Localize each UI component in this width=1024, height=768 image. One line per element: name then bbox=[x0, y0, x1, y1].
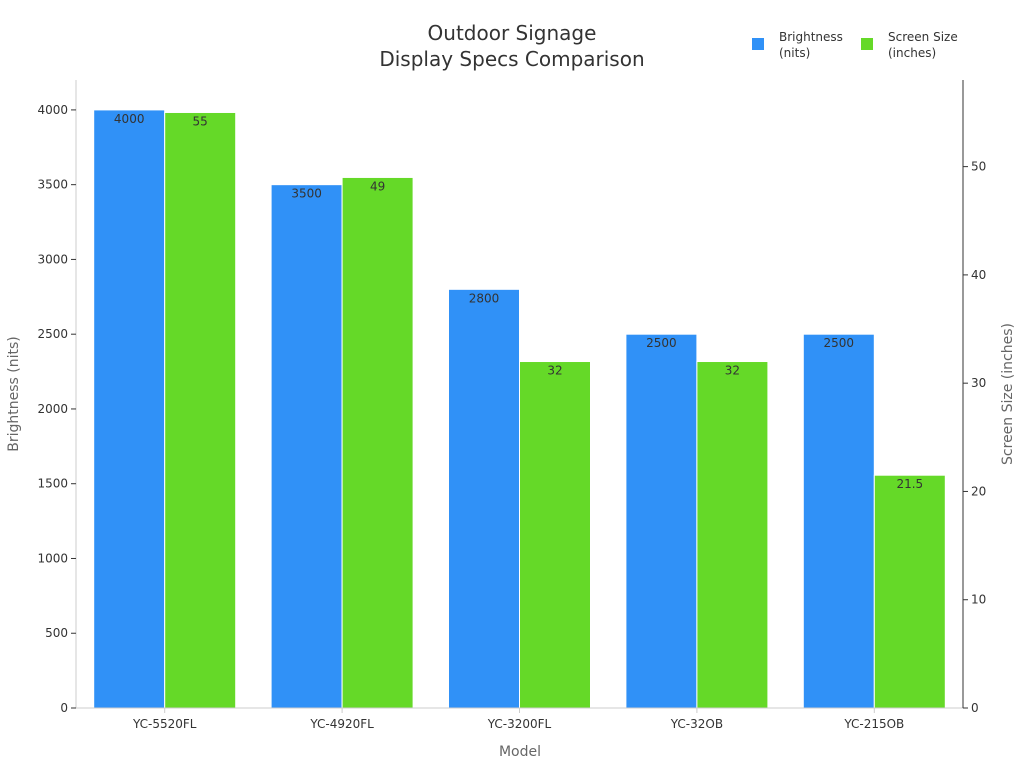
y-right-tick-label: 10 bbox=[971, 593, 986, 607]
y-right-tick-label: 0 bbox=[971, 701, 979, 715]
y-axis-left-label: Brightness (nits) bbox=[6, 336, 22, 452]
bar-brightness-3 bbox=[625, 333, 698, 709]
y-left-tick-label: 500 bbox=[45, 626, 68, 640]
legend: Brightness (nits) Screen Size (inches) bbox=[752, 30, 958, 60]
y-right-tick-label: 50 bbox=[971, 160, 986, 174]
x-axis-label: Model bbox=[499, 744, 541, 760]
bar-screen-size-1 bbox=[341, 176, 414, 709]
bar-value-label: 2500 bbox=[824, 336, 855, 350]
bar-value-label: 4000 bbox=[114, 112, 145, 126]
bar-screen-size-3 bbox=[696, 361, 769, 709]
legend-swatch-brightness bbox=[752, 38, 764, 50]
bar-brightness-0 bbox=[93, 109, 166, 709]
x-tick-label: YC-32OB bbox=[670, 717, 723, 731]
bar-value-label: 2800 bbox=[469, 291, 500, 305]
y-left-tick-label: 2500 bbox=[37, 327, 68, 341]
y-right-tick-label: 30 bbox=[971, 376, 986, 390]
bar-value-label: 49 bbox=[370, 179, 385, 193]
bars bbox=[93, 109, 946, 709]
legend-label-screen-size-line-2: (inches) bbox=[888, 46, 936, 60]
bar-value-label: 2500 bbox=[646, 336, 677, 350]
x-tick-label: YC-4920FL bbox=[309, 717, 374, 731]
bar-screen-size-4 bbox=[873, 474, 946, 709]
y-axis-right-label: Screen Size (inches) bbox=[1000, 323, 1016, 465]
y-left-tick-label: 1000 bbox=[37, 551, 68, 565]
axes: YC-5520FL YC-4920FL YC-3200FL YC-32OB YC-215… bbox=[37, 80, 986, 731]
y-left-tick-label: 1500 bbox=[37, 477, 68, 491]
bar-brightness-1 bbox=[270, 184, 343, 709]
legend-swatch-screen-size bbox=[861, 38, 873, 50]
bar-brightness-2 bbox=[448, 288, 520, 709]
y-left-tick-label: 4000 bbox=[37, 103, 68, 117]
bar-value-label: 55 bbox=[193, 114, 208, 128]
bar-labels: 4000 55 3500 49 2800 32 2500 32 2500 21.5 bbox=[114, 112, 923, 491]
y-right-tick-label: 40 bbox=[971, 268, 986, 282]
bar-screen-size-2 bbox=[519, 361, 591, 709]
legend-label-brightness-line-2: (nits) bbox=[779, 46, 810, 60]
x-tick-label: YC-3200FL bbox=[487, 717, 552, 731]
bar-value-label: 32 bbox=[725, 364, 740, 378]
chart-title-line-1: Outdoor Signage bbox=[428, 21, 597, 45]
bar-value-label: 21.5 bbox=[896, 477, 923, 491]
x-tick-label: YC-215OB bbox=[843, 717, 904, 731]
bar-brightness-4 bbox=[802, 333, 875, 709]
x-tick-label: YC-5520FL bbox=[132, 717, 197, 731]
y-left-tick-label: 3000 bbox=[37, 252, 68, 266]
legend-label-brightness-line-1: Brightness bbox=[779, 30, 843, 44]
y-left-tick-label: 3500 bbox=[37, 178, 68, 192]
y-left-tick-label: 2000 bbox=[37, 402, 68, 416]
chart-title-line-2: Display Specs Comparison bbox=[379, 47, 644, 71]
legend-label-screen-size-line-1: Screen Size bbox=[888, 30, 958, 44]
y-right-tick-label: 20 bbox=[971, 484, 986, 498]
bar-value-label: 32 bbox=[547, 364, 562, 378]
y-left-tick-label: 0 bbox=[60, 701, 68, 715]
bar-screen-size-0 bbox=[164, 111, 237, 709]
bar-value-label: 3500 bbox=[291, 187, 322, 201]
